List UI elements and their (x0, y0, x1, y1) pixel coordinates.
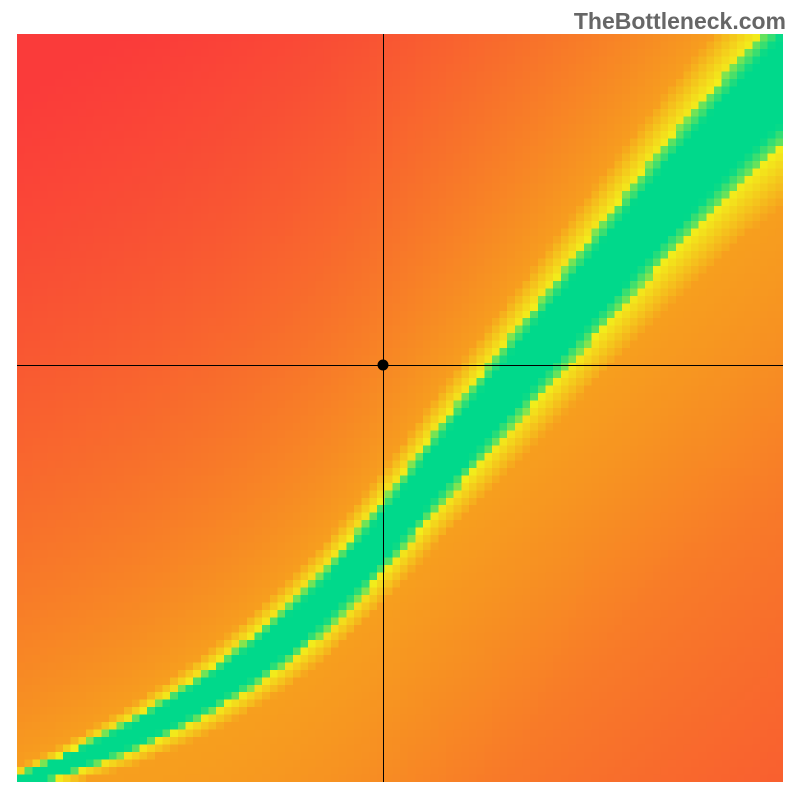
heatmap-canvas (17, 34, 783, 782)
bottleneck-heatmap-plot (17, 34, 783, 782)
figure-container: TheBottleneck.com (0, 0, 800, 800)
crosshair-horizontal (17, 365, 783, 366)
crosshair-marker (378, 359, 389, 370)
crosshair-vertical (383, 34, 384, 782)
watermark-text: TheBottleneck.com (574, 8, 786, 35)
